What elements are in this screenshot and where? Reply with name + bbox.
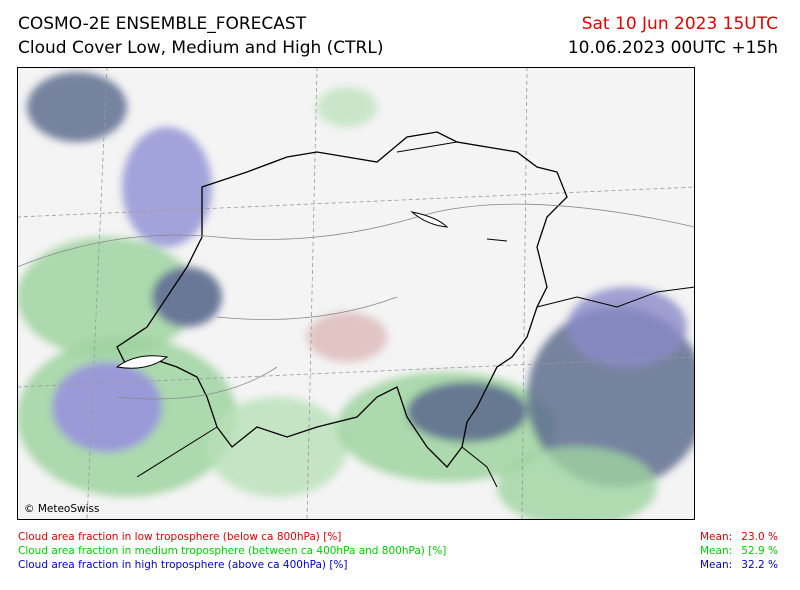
title: COSMO-2E ENSEMBLE_FORECAST	[18, 14, 307, 34]
border-lines	[136, 141, 695, 488]
mean-label: Mean:	[700, 531, 733, 543]
legend-label: Cloud area fraction in high troposphere …	[18, 559, 348, 571]
credit: © MeteoSwiss	[24, 503, 100, 515]
mean-label: Mean:	[700, 545, 733, 557]
valid-time: Sat 10 Jun 2023 15UTC	[581, 14, 778, 34]
country-border	[116, 131, 568, 468]
map-frame	[17, 67, 695, 520]
cloud-fields	[17, 72, 695, 520]
legend-label: Cloud area fraction in low troposphere (…	[18, 531, 342, 543]
lakes	[115, 211, 508, 369]
legend-label: Cloud area fraction in medium tropospher…	[18, 545, 447, 557]
run-time: 10.06.2023 00UTC +15h	[567, 38, 778, 58]
mean-value: 52.9 %	[741, 545, 778, 557]
mean-label: Mean:	[700, 559, 733, 571]
map	[17, 67, 695, 520]
regional-borders	[17, 203, 695, 400]
mean-value: 32.2 %	[741, 559, 778, 571]
graticule	[17, 67, 695, 520]
mean-value: 23.0 %	[741, 531, 778, 543]
subtitle: Cloud Cover Low, Medium and High (CTRL)	[18, 38, 384, 58]
